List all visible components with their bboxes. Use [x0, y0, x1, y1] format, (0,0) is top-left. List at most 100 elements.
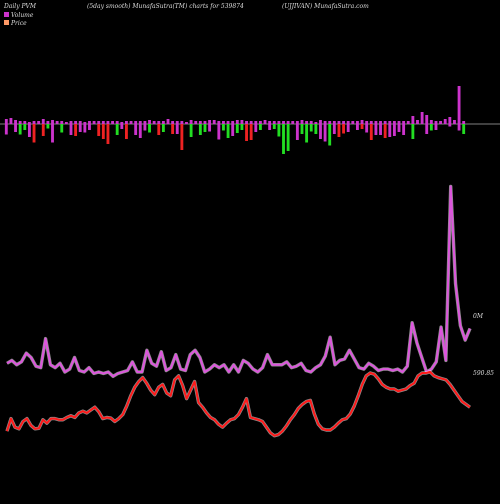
volume-bar-down [115, 124, 119, 135]
volume-bar-up [23, 121, 27, 124]
volume-bar-up [342, 121, 345, 124]
volume-bar-down [323, 124, 327, 142]
volume-bar-up [291, 121, 295, 124]
volume-bar-down [388, 124, 392, 137]
volume-bar-up [148, 120, 151, 124]
volume-bar-up [74, 121, 78, 124]
volume-bar-down [411, 124, 415, 139]
legend-volume-label: Volume [11, 12, 34, 19]
volume-bar-up [374, 121, 378, 124]
lines-group [5, 184, 472, 438]
volume-bar-down [203, 124, 207, 132]
volume-bar-up [143, 121, 147, 124]
volume-bar-up [27, 122, 31, 124]
volume-bar-up [439, 121, 443, 124]
volume-bar-up [402, 121, 406, 124]
volume-bar-down [379, 124, 382, 135]
volume-bar-down [231, 124, 235, 136]
volume-bar-up [360, 120, 364, 124]
volume-bar-down [23, 124, 27, 130]
volume-bar-up [92, 121, 96, 124]
volume-bar-down [217, 124, 221, 140]
volume-bar-down [157, 124, 161, 135]
volume-bar-up [152, 121, 156, 124]
volume-bar-up [115, 121, 119, 124]
volume-bar-up [194, 121, 198, 124]
volume-bar-up [212, 120, 216, 124]
volume-bar-down [258, 124, 262, 130]
volume-bar-up [41, 119, 45, 124]
volume-bar-up [286, 121, 290, 124]
volume-bar-up [406, 121, 410, 124]
volume-bar-up [134, 121, 138, 124]
volume-bar-up [369, 121, 373, 124]
volume-bar-up [397, 121, 401, 124]
volume-bar-down [295, 124, 299, 140]
volume-bar-up [356, 121, 359, 124]
header-center: (5day smooth) MunafaSutra(TM) charts for… [87, 3, 244, 10]
volume-bar-up [9, 118, 13, 124]
volume-bar-up [383, 121, 387, 124]
volume-bar-up [277, 121, 281, 124]
volume-bar-down [286, 124, 290, 151]
volume-bar-down [309, 124, 313, 132]
volume-bar-up [263, 120, 267, 124]
volume-bar-up [240, 120, 244, 124]
volume-bar-up [217, 121, 221, 124]
volume-bar-up [411, 116, 415, 124]
volume-bar-up [171, 121, 175, 124]
volume-bar-up [32, 121, 36, 124]
volume-bar-down [120, 124, 124, 129]
volume-bar-up [448, 117, 452, 124]
volume-bar-up [254, 121, 258, 124]
volume-bar-down [346, 124, 350, 132]
header-right: (UJJIVAN) MunafaSutra.com [282, 3, 369, 10]
volume-bar-up [416, 120, 419, 124]
volume-bar-down [226, 124, 230, 138]
volume-bar-up [175, 121, 179, 124]
volume-bar-down [369, 124, 373, 140]
volume-bar-down [78, 124, 82, 132]
volume-line [6, 185, 471, 378]
legend-volume-swatch [4, 12, 9, 17]
volume-bar-up [300, 120, 304, 124]
volume-bar-up [379, 121, 382, 124]
volume-bar-down [171, 124, 175, 134]
volume-bar-up [272, 121, 276, 124]
volume-bar-up [83, 122, 87, 124]
volume-bar-down [429, 124, 433, 131]
volume-bar-up [189, 120, 193, 124]
volume-bar-up [106, 121, 110, 124]
volume-bar-down [332, 124, 336, 134]
volume-bar-up [78, 121, 82, 124]
volume-bar-up [462, 121, 466, 124]
volume-bar-up [249, 121, 253, 124]
volume-bar-up [323, 121, 327, 124]
volume-bar-down [374, 124, 378, 135]
volume-bar-down [74, 124, 78, 136]
volume-bar-down [101, 124, 105, 139]
volume-bar-down [134, 124, 138, 135]
volume-bar-up [231, 121, 235, 124]
volume-bar-down [240, 124, 244, 130]
volume-bar-down [4, 124, 8, 135]
volume-bar-up [198, 121, 202, 124]
volume-bar-up [18, 121, 22, 124]
volume-bar-up [64, 122, 68, 124]
volume-bar-up [180, 121, 184, 124]
volume-bar-down [235, 124, 239, 133]
volume-bar-down [198, 124, 202, 135]
volume-bar-up [337, 121, 341, 124]
volume-bar-up [332, 121, 336, 124]
price-end-label: 590.85 [473, 370, 494, 377]
volume-bar-down [88, 124, 91, 130]
volume-bar-up [429, 120, 433, 124]
volume-bar-down [148, 124, 151, 133]
volume-bar-down [402, 124, 406, 135]
legend-price-label: Price [10, 20, 27, 27]
volume-bar-down [448, 124, 452, 127]
volume-bar-up [55, 121, 59, 124]
